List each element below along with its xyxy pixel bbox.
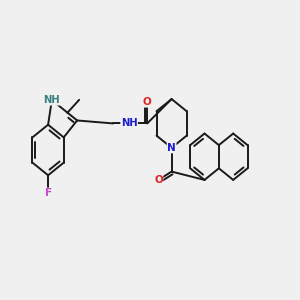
Text: O: O (154, 175, 163, 185)
Text: F: F (44, 188, 52, 198)
Text: N: N (167, 143, 176, 153)
Text: NH: NH (121, 118, 137, 128)
Text: NH: NH (44, 95, 60, 105)
Text: O: O (143, 97, 152, 107)
